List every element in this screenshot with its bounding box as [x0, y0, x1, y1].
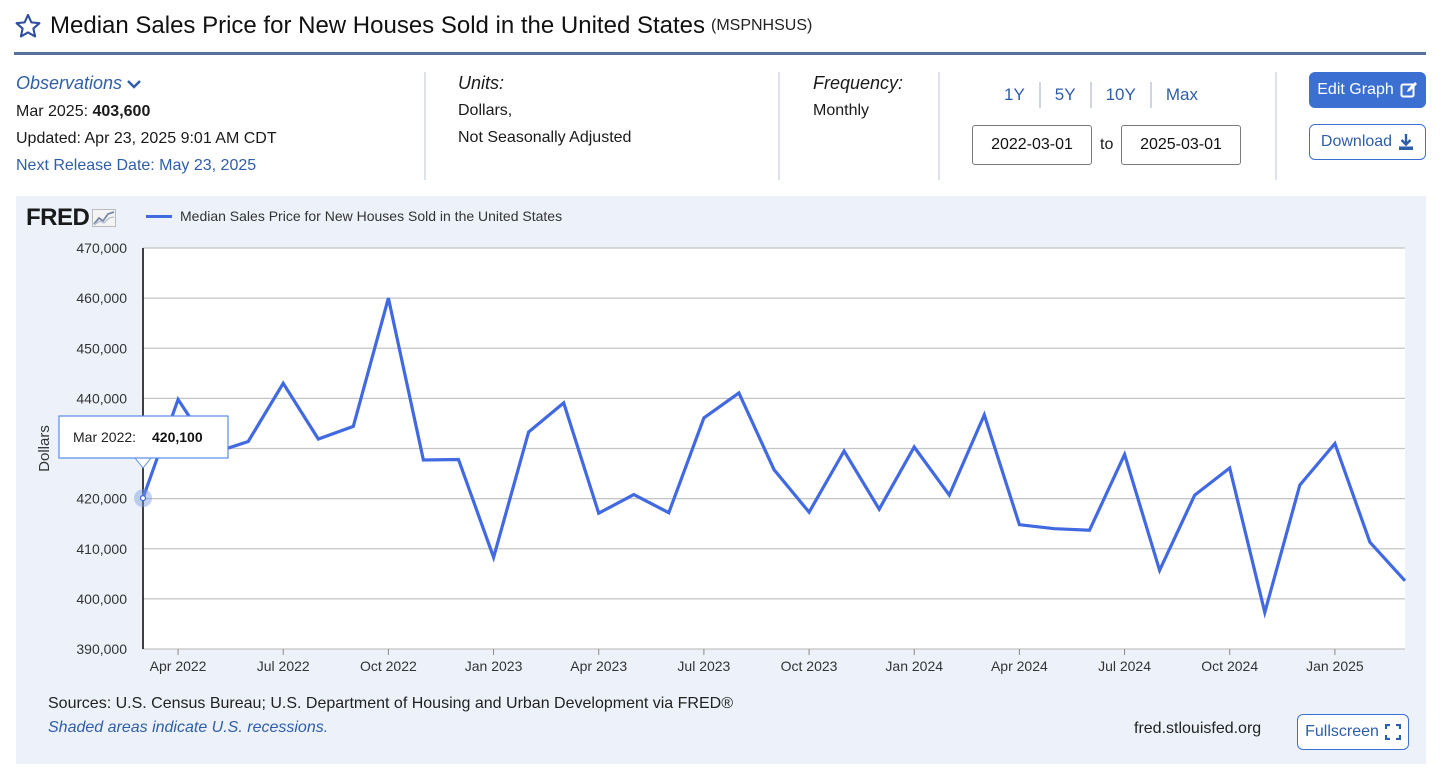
tooltip-value: 420,100 [152, 429, 203, 445]
site-url: fred.stlouisfed.org [1134, 720, 1262, 737]
page-title: Median Sales Price for New Houses Sold i… [50, 12, 705, 39]
x-tick-label: Oct 2023 [781, 658, 838, 674]
units-line1: Dollars, [458, 102, 513, 119]
range-5y-button[interactable]: 5Y [1041, 82, 1092, 108]
latest-value: 403,600 [92, 103, 151, 120]
y-tick-label: 390,000 [76, 641, 127, 657]
observations-toggle[interactable]: Observations [16, 70, 142, 97]
tooltip-box [58, 415, 229, 459]
y-tick-label: 450,000 [76, 340, 127, 356]
divider [424, 72, 426, 180]
hover-marker[interactable] [139, 495, 147, 502]
legend-label: Median Sales Price for New Houses Sold i… [180, 208, 563, 224]
series-line[interactable] [141, 297, 1407, 619]
x-tick-label: Jul 2024 [1098, 658, 1151, 674]
x-tick-label: Jul 2023 [677, 658, 730, 674]
fred-logo: FRED [26, 204, 117, 232]
fullscreen-icon [1384, 724, 1401, 740]
download-button[interactable]: Download [1309, 124, 1426, 160]
edit-graph-label: Edit Graph [1317, 81, 1394, 98]
divider [1275, 72, 1277, 180]
x-tick-label: Apr 2023 [570, 658, 627, 674]
chevron-down-icon [127, 79, 141, 89]
latest-date: Mar 2025: [16, 103, 89, 120]
sources-text: Sources: U.S. Census Bureau; U.S. Depart… [48, 695, 733, 712]
download-label: Download [1320, 133, 1393, 150]
x-tick-label: Jul 2022 [257, 658, 310, 674]
series-id: (MSPNHSUS) [711, 17, 813, 34]
title-row: Median Sales Price for New Houses Sold i… [14, 8, 812, 44]
range-1y-button[interactable]: 1Y [990, 82, 1041, 108]
x-tick-label: Jan 2023 [465, 658, 523, 674]
tooltip-date: Mar 2022: [73, 429, 136, 445]
x-tick-label: Apr 2024 [991, 658, 1048, 674]
range-buttons: 1Y 5Y 10Y Max [990, 82, 1212, 108]
y-axis-title: Dollars [36, 425, 53, 472]
fullscreen-button[interactable]: Fullscreen [1297, 714, 1409, 750]
frequency-label: Frequency: [813, 73, 904, 93]
next-release-link[interactable]: Next Release Date: May 23, 2025 [16, 157, 257, 174]
divider [778, 72, 780, 180]
download-icon [1399, 134, 1414, 150]
units-line2: Not Seasonally Adjusted [458, 129, 632, 146]
updated-text: Updated: Apr 23, 2025 9:01 AM CDT [16, 130, 277, 147]
units-label: Units: [458, 73, 505, 93]
fullscreen-label: Fullscreen [1305, 723, 1379, 740]
y-tick-label: 470,000 [76, 240, 127, 256]
x-tick-label: Apr 2022 [150, 658, 207, 674]
tooltip-pointer [134, 457, 152, 469]
x-tick-label: Oct 2022 [360, 658, 417, 674]
star-icon[interactable] [14, 12, 42, 40]
range-10y-button[interactable]: 10Y [1092, 82, 1152, 108]
divider [938, 72, 940, 180]
x-tick-label: Jan 2024 [885, 658, 943, 674]
sources-block: Sources: U.S. Census Bureau; U.S. Depart… [48, 692, 733, 740]
y-tick-label: 460,000 [76, 290, 127, 306]
range-max-button[interactable]: Max [1165, 85, 1198, 104]
x-tick-label: Oct 2024 [1201, 658, 1258, 674]
to-label: to [1100, 136, 1114, 153]
line-chart[interactable]: 390,000400,000410,000420,000430,000440,0… [16, 196, 1426, 764]
y-tick-label: 420,000 [76, 491, 127, 507]
y-tick-label: 400,000 [76, 591, 127, 607]
x-tick-label: Jan 2025 [1306, 658, 1364, 674]
end-date-input[interactable] [1121, 125, 1241, 165]
edit-graph-button[interactable]: Edit Graph [1309, 72, 1426, 108]
legend-swatch [146, 214, 172, 218]
recession-note: Shaded areas indicate U.S. recessions. [48, 719, 329, 736]
chart-legend: Median Sales Price for New Houses Sold i… [146, 208, 562, 224]
units-block: Units: Dollars, Not Seasonally Adjusted [458, 70, 631, 151]
frequency-value: Monthly [813, 102, 870, 119]
chart-panel: 390,000400,000410,000420,000430,000440,0… [16, 196, 1426, 764]
observations-label: Observations [16, 73, 123, 93]
fred-logo-text: FRED [26, 204, 90, 231]
latest-observation: Mar 2025: 403,600 [16, 98, 277, 125]
observations-block: Observations Mar 2025: 403,600 Updated: … [16, 70, 277, 179]
start-date-input[interactable] [972, 125, 1092, 165]
chart-logo-icon [92, 209, 117, 227]
frequency-block: Frequency: Monthly [813, 70, 903, 124]
y-tick-label: 440,000 [76, 390, 127, 406]
y-tick-label: 410,000 [76, 541, 127, 557]
edit-icon [1400, 82, 1417, 98]
title-divider [14, 52, 1426, 55]
